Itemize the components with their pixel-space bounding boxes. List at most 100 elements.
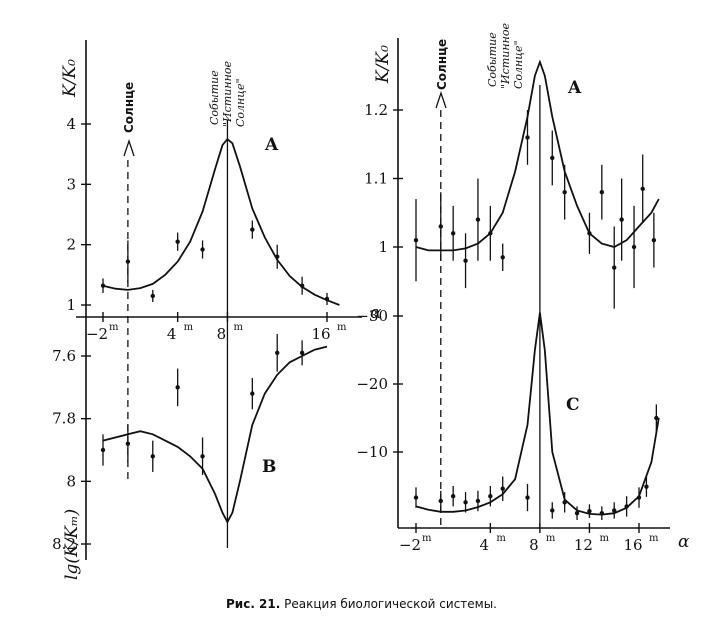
left-top-y-title: K/K₀ bbox=[60, 59, 80, 98]
left-B-data-point bbox=[275, 350, 280, 356]
right-C-x-tick-sup: m bbox=[422, 533, 432, 544]
panel-label-left-b: B bbox=[262, 457, 276, 477]
panel-label-left-a: A bbox=[264, 135, 279, 155]
right-A-data-point bbox=[475, 217, 481, 222]
right-C-data-point bbox=[562, 500, 567, 505]
right-C-x-tick-label: −2 bbox=[399, 536, 421, 554]
right-A-data-point bbox=[500, 255, 505, 260]
right-C-data-point bbox=[636, 495, 642, 500]
right-C-x-tick-label: 8 bbox=[529, 536, 539, 554]
right-C-x-tick-label: 16 bbox=[623, 536, 642, 554]
right-A-data-point bbox=[450, 231, 456, 236]
right-C-data-point bbox=[525, 495, 530, 500]
left-A-x-tick-label: 16 bbox=[311, 325, 330, 343]
right-C-data-point bbox=[624, 504, 629, 509]
right-C-data-point bbox=[644, 484, 649, 489]
right-A-data-point bbox=[438, 224, 443, 229]
left-B-data-point bbox=[100, 447, 106, 453]
event-label-right-2: "Истинное bbox=[499, 23, 512, 89]
caption-text: Реакция биологической системы. bbox=[284, 597, 497, 611]
left-A-x-tick-label: 4 bbox=[167, 325, 177, 343]
right-C-x-tick-sup: m bbox=[546, 533, 556, 544]
sun-arrow-left bbox=[123, 138, 135, 157]
right-C-y-tick-label: −30 bbox=[356, 307, 388, 325]
right-A-y-tick-label: 1.2 bbox=[364, 101, 388, 119]
left-A-x-tick-sup: m bbox=[109, 322, 119, 333]
left-A-data-point bbox=[175, 239, 180, 244]
right-A-data-point bbox=[619, 217, 624, 222]
event-label-right-1: Событие bbox=[486, 32, 499, 87]
left-B-y-tick-label: 7.6 bbox=[52, 347, 76, 365]
left-A-x-tick-sup: m bbox=[337, 322, 347, 333]
left-B-data-point bbox=[299, 350, 305, 356]
right-C-x-tick-sup: m bbox=[649, 533, 659, 544]
left-A-data-point bbox=[299, 283, 305, 288]
right-A-data-point bbox=[640, 186, 645, 191]
right-panel-a: A bbox=[567, 78, 582, 98]
right-A-data-point bbox=[599, 190, 605, 195]
right-A-data-point bbox=[550, 155, 555, 161]
right-C-data-point bbox=[500, 486, 505, 491]
right-C-data-point bbox=[574, 511, 580, 516]
left-B-data-point bbox=[150, 454, 155, 459]
right-C-data-point bbox=[475, 498, 481, 504]
caption-label: Рис. 21. bbox=[226, 597, 281, 611]
right-C-data-point bbox=[438, 498, 443, 504]
right-C-x-tick-label: 12 bbox=[574, 536, 593, 554]
left-A-fit-curve bbox=[102, 137, 340, 306]
right-C-data-point bbox=[450, 494, 456, 499]
left-B-y-tick-label: 7.8 bbox=[52, 410, 76, 428]
left-B-data-point bbox=[125, 441, 131, 446]
figure-caption: Рис. 21. Реакция биологической системы. bbox=[0, 597, 723, 611]
right-A-data-point bbox=[525, 135, 530, 140]
left-A-y-tick-label: 4 bbox=[66, 115, 76, 133]
right-panel-c: C bbox=[566, 395, 580, 415]
left-A-data-point bbox=[275, 254, 280, 259]
right-A-data-point bbox=[587, 231, 592, 236]
left-A-x-tick-sup: m bbox=[184, 322, 194, 333]
left-B-data-point bbox=[200, 454, 205, 459]
left-A-x-tick-label: 8 bbox=[217, 325, 227, 343]
right-A-data-point bbox=[631, 244, 637, 250]
right-C-data-point bbox=[654, 415, 659, 421]
right-C-x-tick-sup: m bbox=[599, 533, 609, 544]
right-top-y-title: K/K₀ bbox=[373, 45, 393, 84]
right-A-data-point bbox=[651, 237, 657, 243]
left-bottom-y-title: lg(K/Kₘ) bbox=[62, 509, 82, 580]
left-A-data-point bbox=[100, 283, 106, 288]
left-A-data-point bbox=[200, 247, 205, 252]
right-C-data-point bbox=[587, 508, 592, 514]
event-label-left-1: Событие bbox=[208, 70, 221, 125]
right-A-data-point bbox=[488, 231, 493, 236]
right-A-y-tick-label: 1 bbox=[378, 238, 388, 256]
right-C-data-point bbox=[413, 495, 419, 500]
sun-label-right: Солнце bbox=[435, 39, 449, 90]
left-A-y-tick-label: 2 bbox=[66, 236, 76, 254]
left-A-data-point bbox=[150, 293, 155, 299]
panel-label-right-a: A bbox=[567, 78, 582, 98]
right-C-y-tick-label: −10 bbox=[356, 443, 388, 461]
right-A-data-point bbox=[562, 190, 567, 195]
right-A-y-tick-label: 1.1 bbox=[364, 170, 388, 188]
sun-arrow-right bbox=[435, 90, 447, 109]
left-A-y-tick-label: 1 bbox=[66, 296, 76, 314]
left-B-y-tick-label: 8 bbox=[66, 472, 76, 490]
right-A-data-point bbox=[463, 258, 468, 263]
right-C-data-point bbox=[612, 508, 617, 513]
right-C-y-tick-label: −20 bbox=[356, 375, 388, 393]
left-B-data-point bbox=[250, 391, 255, 396]
left-A-x-tick-sup: m bbox=[233, 322, 243, 333]
left-A-data-point bbox=[125, 259, 131, 264]
right-A-data-point bbox=[612, 265, 617, 270]
right-C-x-tick-label: 4 bbox=[480, 536, 490, 554]
left-panel-a: A bbox=[264, 135, 279, 155]
right-C-data-point bbox=[599, 511, 605, 516]
left-panel-b: B bbox=[262, 457, 276, 477]
left-B-fit-curve bbox=[102, 345, 328, 525]
left-B-data-point bbox=[175, 385, 180, 390]
right-C-data-point bbox=[488, 494, 493, 499]
left-A-x-tick-label: −2 bbox=[86, 325, 108, 343]
right-C-fit-curve bbox=[415, 312, 660, 516]
left-A-data-point bbox=[324, 296, 330, 302]
